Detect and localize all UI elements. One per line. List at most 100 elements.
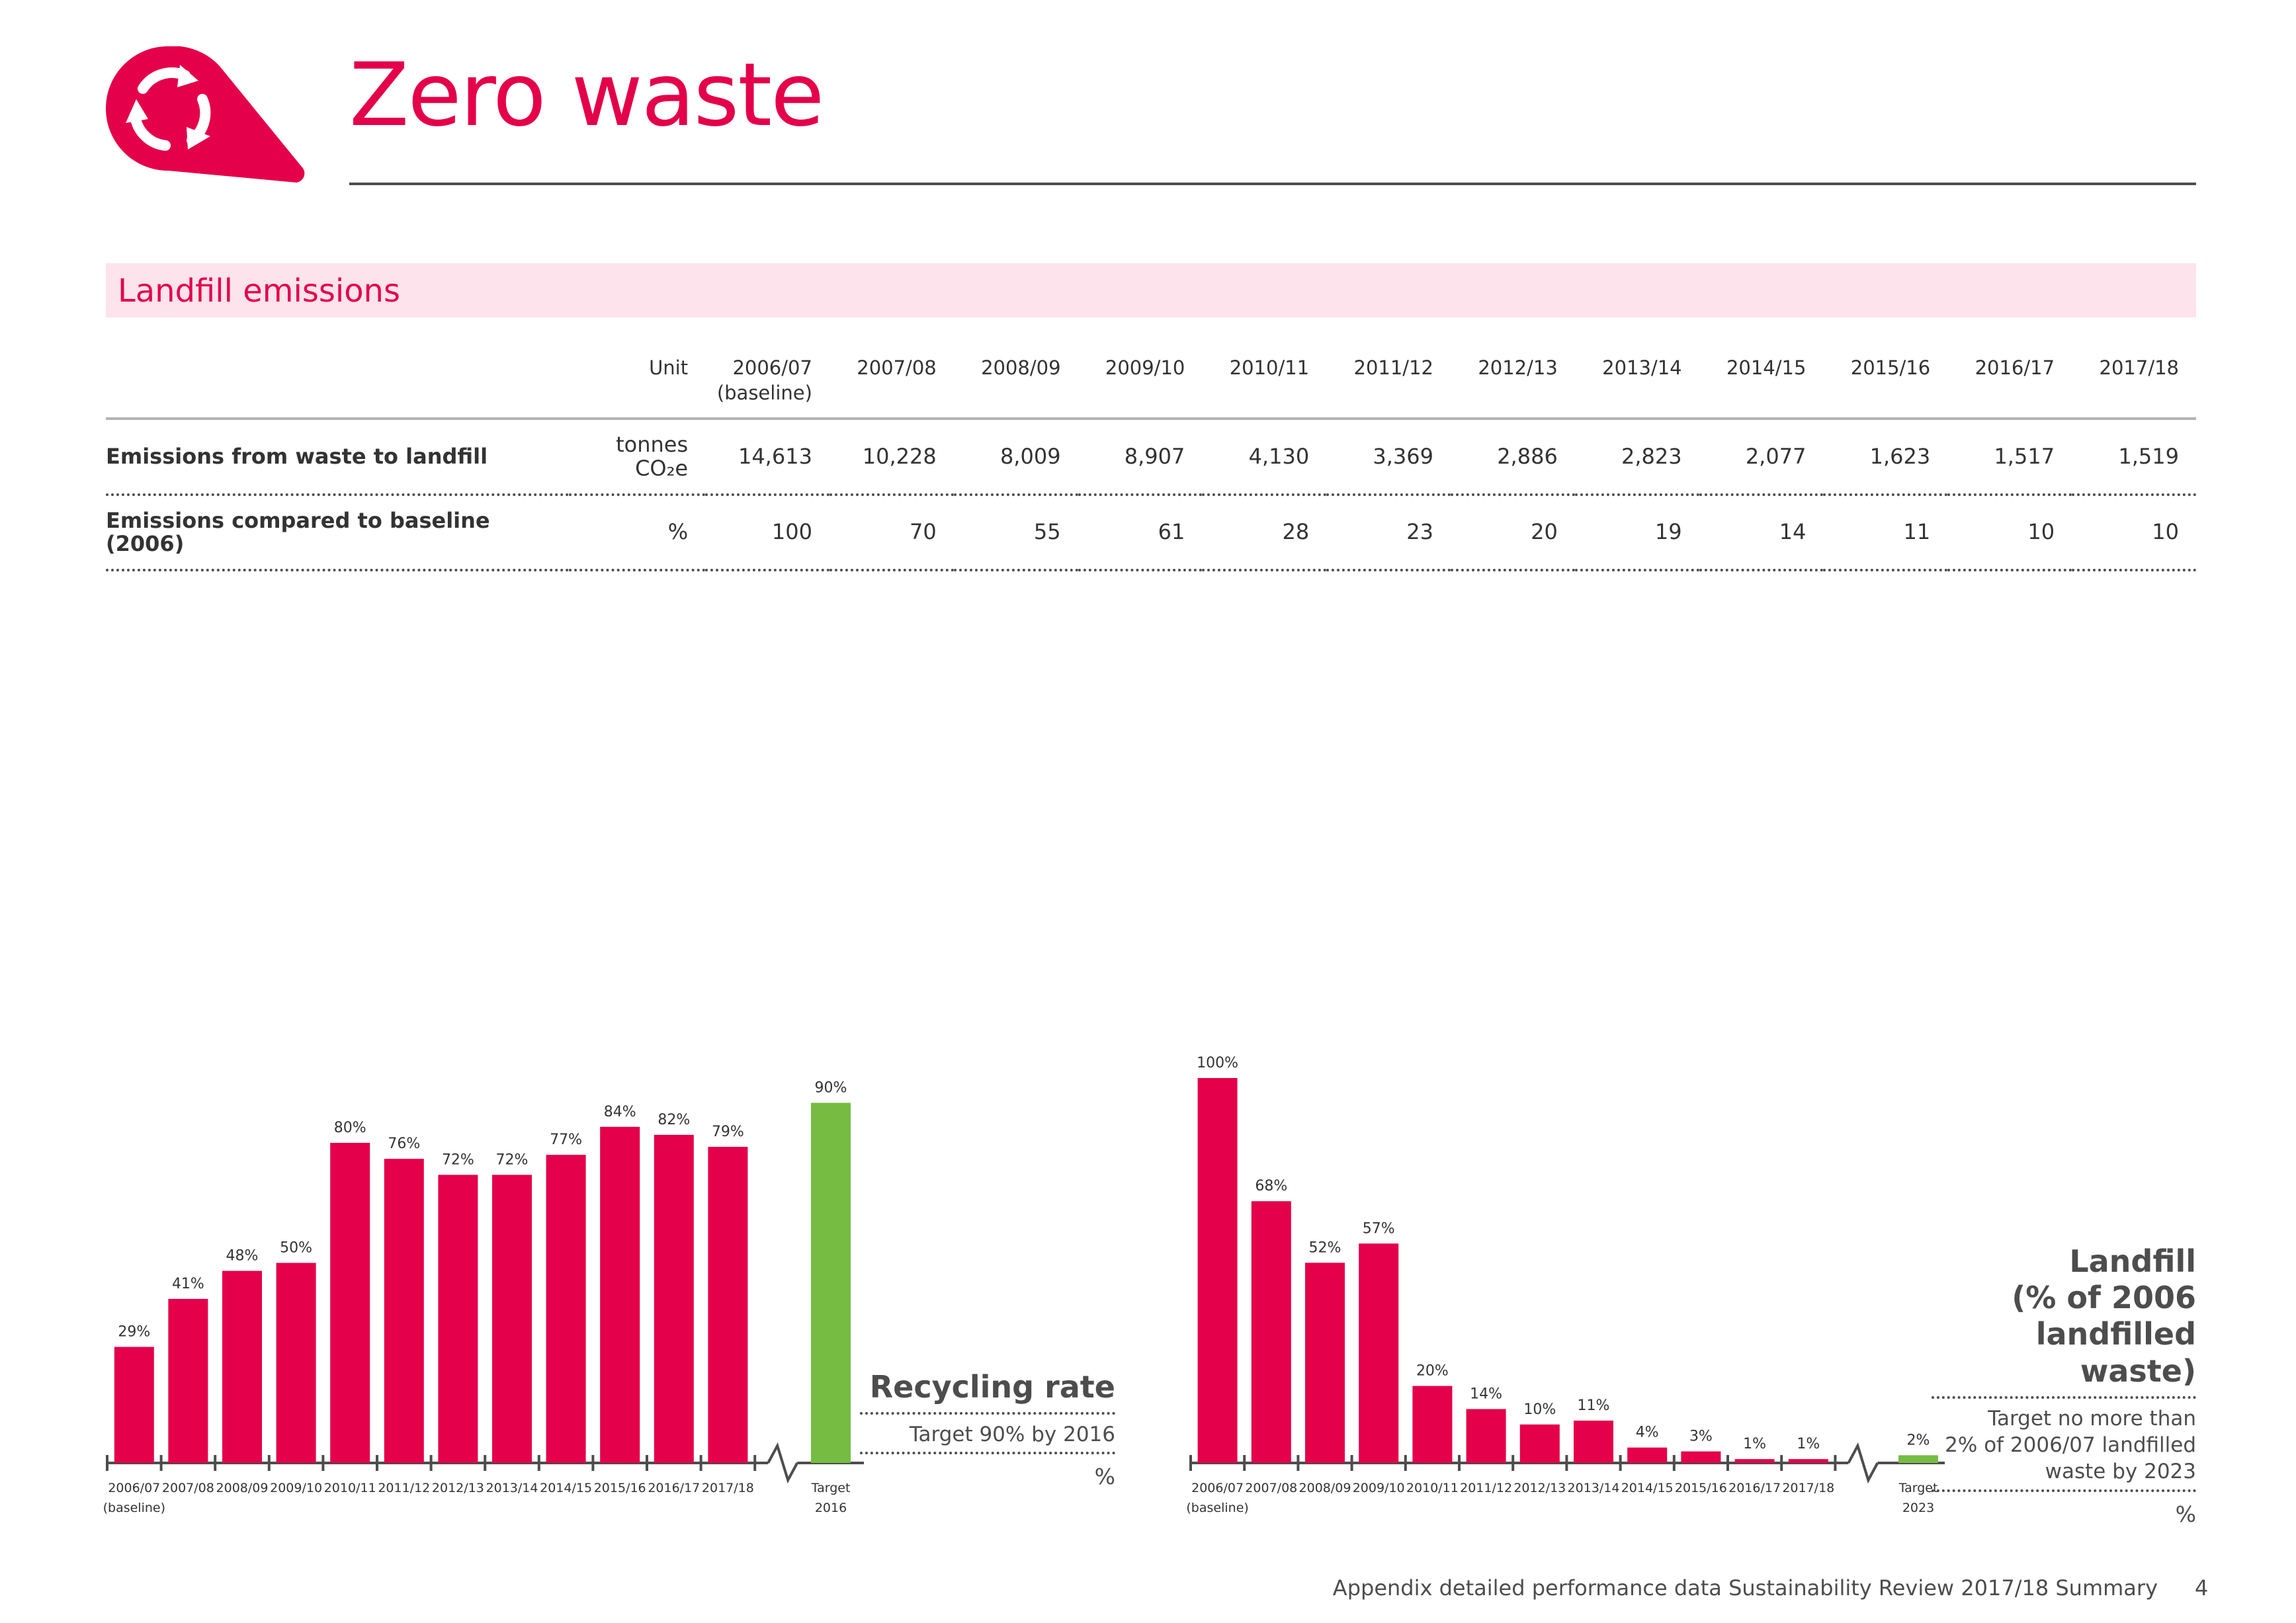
x-tick-label: 2016/17 [648, 1481, 700, 1495]
target-tick-label: 2023 [1902, 1501, 1934, 1515]
bar-value-label: 48% [226, 1248, 259, 1265]
column-header-year: 2012/13 [1450, 351, 1575, 421]
bar-value-label: 10% [1523, 1401, 1556, 1418]
bar [114, 1347, 154, 1463]
bar-value-label: 14% [1470, 1386, 1502, 1403]
x-tick-label: 2012/13 [1513, 1481, 1566, 1495]
target-bar [811, 1103, 851, 1463]
bar-value-label: 4% [1636, 1425, 1659, 1441]
x-tick-label: 2008/09 [216, 1481, 269, 1495]
landfill-rule-top [1932, 1395, 2196, 1399]
landfill-legend: Landfill (% of 2006 landfilled waste) Targ… [1932, 1243, 2196, 1527]
x-tick-label: 2007/08 [162, 1481, 214, 1495]
bar-value-label: 82% [658, 1112, 690, 1128]
bar [1627, 1447, 1668, 1463]
table-cell: 8,009 [953, 419, 1078, 496]
table-cell: 28 [1202, 494, 1327, 572]
column-header-year: 2009/10 [1078, 351, 1203, 421]
bar-value-label: 76% [388, 1136, 420, 1152]
bar-value-label: 50% [280, 1240, 312, 1257]
table-cell: 14,613 [705, 419, 829, 496]
row-label: Emissions compared to baseline (2006) [106, 494, 570, 572]
x-tick-label: 2017/18 [702, 1481, 754, 1495]
page-number: 4 [2195, 1575, 2209, 1601]
table-header-blank [106, 351, 570, 421]
table-cell: 11 [1823, 494, 1948, 572]
bar [1197, 1078, 1238, 1463]
x-tick-label: (baseline) [103, 1501, 165, 1515]
column-header-year: 2010/11 [1202, 351, 1327, 421]
column-header-year: 2015/16 [1823, 351, 1948, 421]
landfill-unit: % [2175, 1501, 2196, 1527]
footer-text: Appendix detailed performance data Susta… [1332, 1575, 2158, 1601]
x-tick-label: 2010/11 [324, 1481, 376, 1495]
table-cell: 2,823 [1574, 419, 1699, 496]
bar-value-label: 72% [442, 1151, 474, 1168]
landfill-note: Target no more than 2% of 2006/07 landfil… [1945, 1406, 2196, 1484]
bar [1466, 1409, 1506, 1463]
bar [1574, 1420, 1613, 1463]
recycling-rate-note: Target 90% by 2016 [909, 1423, 1115, 1447]
table-cell: 4,130 [1202, 419, 1327, 496]
table-cell: 23 [1326, 494, 1451, 572]
table-row: Emissions compared to baseline (2006)% 10… [106, 494, 2196, 572]
table-cell: 55 [953, 494, 1078, 572]
landfill-chart: 100% 2006/07 (baseline) 68% 2007/08 52% 2008/0… [1186, 1055, 1945, 1515]
column-header-year: 2008/09 [953, 351, 1078, 421]
bar-value-label: 52% [1309, 1239, 1341, 1256]
bar [438, 1175, 478, 1463]
table-cell: 3,369 [1326, 419, 1451, 496]
recycling-rate-rule-top [860, 1412, 1115, 1415]
bar [1359, 1243, 1399, 1463]
recycling-rate-title: Recycling rate [869, 1369, 1115, 1405]
bar [1251, 1201, 1291, 1463]
column-header-unit: Unit [569, 351, 706, 421]
landfill-title: Landfill (% of 2006 landfilled waste) [2012, 1243, 2196, 1389]
recycle-arrows-icon [106, 46, 305, 183]
bar [546, 1155, 586, 1463]
table-row: Emissions from waste to landfill tonnes C… [106, 419, 2196, 496]
bar-value-label: 79% [712, 1124, 744, 1140]
bar [600, 1126, 640, 1463]
bar-value-label: 80% [334, 1120, 366, 1136]
bar-value-label: 72% [496, 1151, 529, 1168]
x-tick-label: 2011/12 [1460, 1481, 1512, 1495]
x-tick-label: 2015/16 [1675, 1481, 1727, 1495]
table-cell: 70 [829, 494, 954, 572]
table-cell: 10 [2072, 494, 2196, 572]
x-tick-label: 2015/16 [594, 1481, 646, 1495]
table-cell: 19 [1574, 494, 1699, 572]
table-cell: 1,517 [1947, 419, 2072, 496]
target-tick-label: Target [811, 1481, 851, 1495]
bar [1788, 1459, 1828, 1463]
target-value-label: 90% [815, 1080, 847, 1097]
bar-value-label: 57% [1363, 1220, 1395, 1237]
bar [492, 1175, 532, 1463]
section-title: Landfill emissions [118, 272, 400, 310]
x-tick-label: 2017/18 [1782, 1481, 1834, 1495]
x-tick-label: 2012/13 [432, 1481, 484, 1495]
table-cell: 61 [1078, 494, 1203, 572]
bar [276, 1263, 316, 1463]
x-tick-label: 2011/12 [378, 1481, 430, 1495]
emissions-table: Unit 2006/07 (baseline) 2007/08 2008/09 2009/… [106, 351, 2196, 572]
bar [1412, 1386, 1453, 1463]
row-unit: tonnes CO₂e [569, 419, 706, 496]
bar [222, 1270, 262, 1463]
section-header: Landfill emissions [106, 263, 2196, 317]
column-header-year: 2007/08 [829, 351, 954, 421]
table-cell: 2,886 [1450, 419, 1575, 496]
axis-break-mark [1847, 1442, 1879, 1484]
bar [1734, 1459, 1775, 1463]
landfill-rule-bottom [1932, 1489, 2196, 1492]
table-cell: 14 [1699, 494, 1824, 572]
table-header-row: Unit 2006/07 (baseline) 2007/08 2008/09 2009/… [106, 351, 2196, 421]
bar-value-label: 1% [1797, 1436, 1820, 1452]
bar [1519, 1424, 1560, 1463]
bar-value-label: 100% [1197, 1055, 1238, 1071]
bar [708, 1147, 748, 1463]
bar [330, 1143, 370, 1463]
bar-value-label: 41% [172, 1276, 204, 1292]
recycling-rate-chart: 29% 2006/07 (baseline) 41% 2007/08 48% 2008/09… [103, 1080, 864, 1515]
recycling-rate-rule-bottom [860, 1452, 1115, 1455]
